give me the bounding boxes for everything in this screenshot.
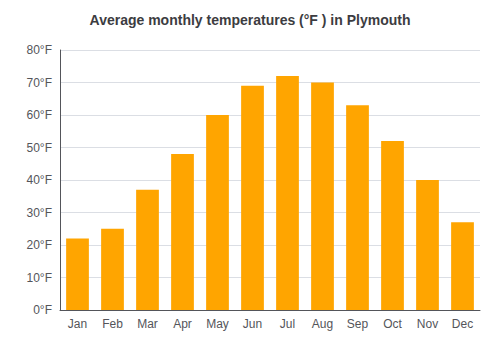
svg-text:Aug: Aug: [312, 317, 333, 331]
svg-text:10°F: 10°F: [27, 271, 52, 285]
svg-text:Nov: Nov: [417, 317, 438, 331]
svg-text:Apr: Apr: [173, 317, 192, 331]
svg-text:Dec: Dec: [452, 317, 473, 331]
svg-text:0°F: 0°F: [33, 303, 52, 317]
svg-text:Jun: Jun: [243, 317, 262, 331]
svg-text:Oct: Oct: [383, 317, 402, 331]
svg-text:May: May: [206, 317, 229, 331]
svg-text:30°F: 30°F: [27, 206, 52, 220]
svg-text:Average monthly temperatures (: Average monthly temperatures (°F ) in Pl…: [90, 12, 411, 28]
svg-text:20°F: 20°F: [27, 238, 52, 252]
svg-text:60°F: 60°F: [27, 108, 52, 122]
svg-text:Jul: Jul: [280, 317, 295, 331]
svg-text:Feb: Feb: [102, 317, 123, 331]
svg-text:40°F: 40°F: [27, 173, 52, 187]
svg-text:Sep: Sep: [347, 317, 369, 331]
svg-text:Jan: Jan: [68, 317, 87, 331]
svg-text:80°F: 80°F: [27, 43, 52, 57]
svg-text:50°F: 50°F: [27, 141, 52, 155]
svg-text:Mar: Mar: [137, 317, 158, 331]
svg-text:70°F: 70°F: [27, 76, 52, 90]
